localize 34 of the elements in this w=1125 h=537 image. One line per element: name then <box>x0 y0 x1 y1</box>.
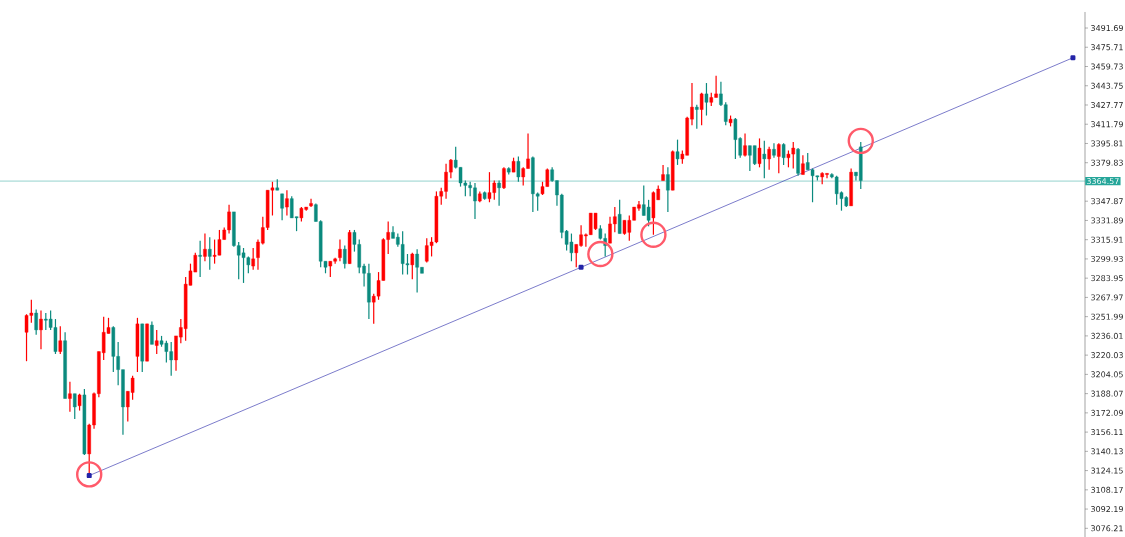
candlestick <box>516 155 521 183</box>
candlestick <box>762 140 767 179</box>
candlestick <box>757 137 762 168</box>
candlestick <box>251 247 255 271</box>
candlestick <box>82 388 87 456</box>
candlestick <box>154 329 159 355</box>
point <box>847 127 874 155</box>
candlestick <box>699 92 704 126</box>
candlestick <box>781 142 786 166</box>
point <box>1070 55 1076 61</box>
point <box>76 461 103 488</box>
point <box>578 264 584 270</box>
point <box>86 473 92 479</box>
candlestick <box>733 117 738 160</box>
candlestick <box>145 323 149 362</box>
candlestick <box>482 190 487 201</box>
candlestick <box>410 252 415 280</box>
candlestick <box>487 171 492 203</box>
candlestick <box>73 393 77 420</box>
candlestick <box>777 142 781 174</box>
candlestick <box>646 199 651 227</box>
candlestick <box>140 323 144 373</box>
candlestick <box>58 325 63 355</box>
candlestick <box>651 190 656 236</box>
point <box>587 240 614 268</box>
candlestick <box>617 199 622 235</box>
point <box>640 221 667 248</box>
candlestick <box>675 139 680 166</box>
candlestick <box>704 82 709 117</box>
candlestick <box>347 229 352 265</box>
candlestick <box>208 236 212 271</box>
candlestick <box>695 104 699 130</box>
candlestick <box>34 308 38 336</box>
candlestick <box>135 317 140 373</box>
